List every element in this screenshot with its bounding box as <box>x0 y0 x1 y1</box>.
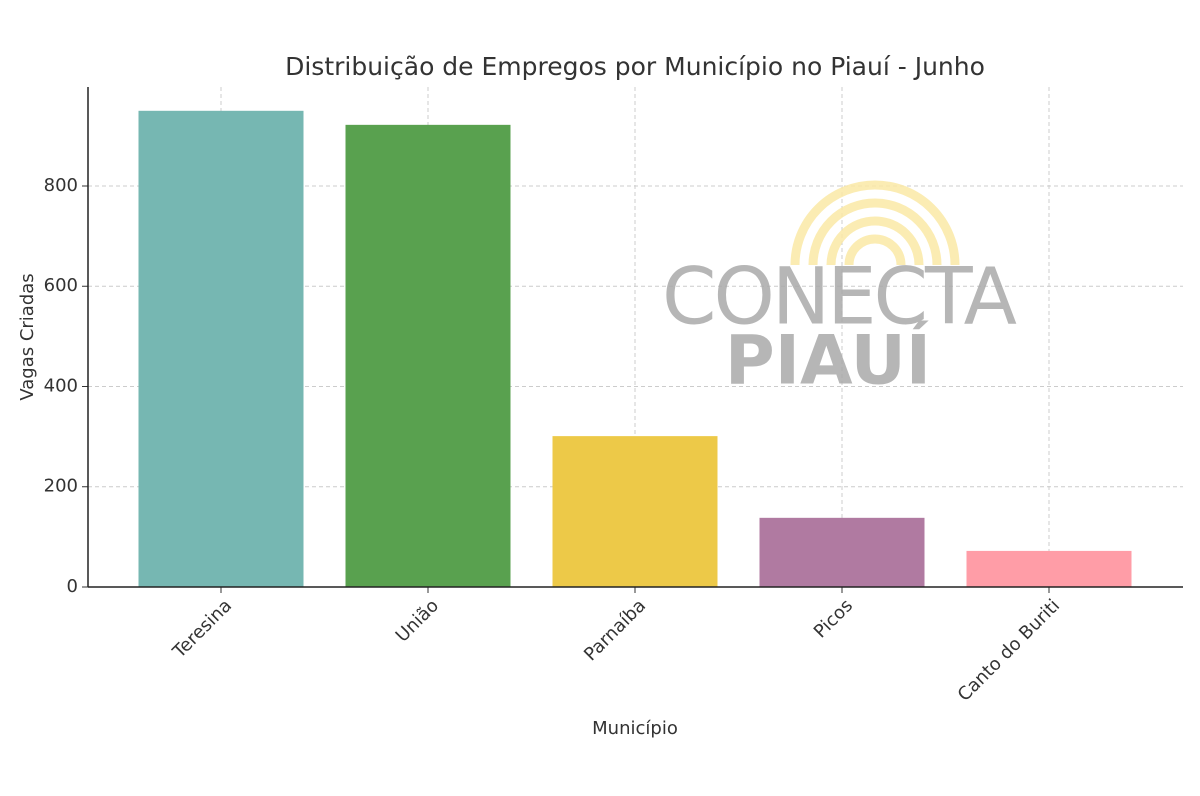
y-tick-label: 600 <box>44 275 78 296</box>
x-tick-label: Canto do Buriti <box>954 595 1064 705</box>
y-tick-label: 200 <box>44 476 78 497</box>
watermark-top: CONECTA <box>662 252 1017 342</box>
x-tick-label: Picos <box>810 595 857 642</box>
x-axis-label: Município <box>592 718 678 739</box>
plot-area: 0 200 400 600 800 Teresina União Parnaíba Picos C… <box>44 87 1183 706</box>
y-tick-label: 400 <box>44 375 78 396</box>
watermark-bottom: PIAUÍ <box>725 321 931 401</box>
bar <box>138 110 304 588</box>
x-tick-label: Parnaíba <box>580 595 650 665</box>
bar <box>966 550 1132 587</box>
watermark-arcs <box>790 180 960 266</box>
y-tick-label: 800 <box>44 175 78 196</box>
y-tick-label: 0 <box>67 576 78 597</box>
bar <box>759 517 925 587</box>
bar <box>552 436 718 587</box>
bar <box>345 124 511 588</box>
watermark: CONECTA PIAUÍ <box>662 180 1020 401</box>
chart-title: Distribuição de Empregos por Município n… <box>285 52 985 81</box>
x-tick-label: Teresina <box>168 595 236 663</box>
y-axis-label: Vagas Criadas <box>17 273 38 400</box>
x-tick-label: União <box>392 595 443 646</box>
